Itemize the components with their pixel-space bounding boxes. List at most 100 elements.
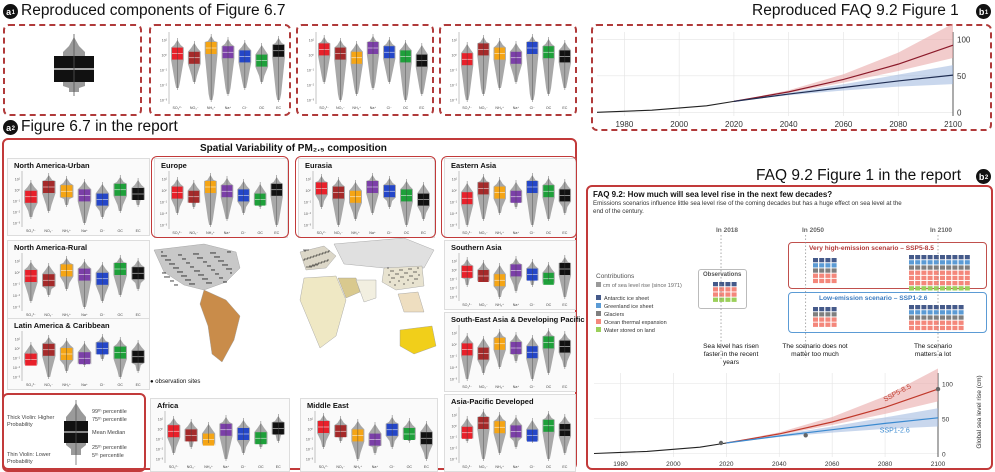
y-tick-label: 10⁻² bbox=[13, 366, 21, 370]
observations-label: Observations bbox=[703, 272, 742, 278]
sea-level-square bbox=[813, 278, 818, 284]
observation-site bbox=[207, 265, 209, 267]
observation-site bbox=[222, 260, 224, 262]
sea-level-square bbox=[825, 263, 831, 268]
sea-level-square bbox=[933, 275, 939, 281]
region-title: Europe bbox=[161, 161, 187, 170]
legend-mean: Mean Median bbox=[92, 430, 126, 436]
x-tick-label: SO₄²⁻ bbox=[462, 231, 472, 235]
sea-level-square bbox=[952, 255, 958, 260]
x-tick-label: SO₄²⁻ bbox=[169, 465, 179, 469]
x-tick-label: OC bbox=[546, 106, 552, 110]
observation-site bbox=[411, 275, 413, 277]
sea-level-square bbox=[915, 270, 921, 275]
sea-level-square bbox=[921, 260, 927, 265]
observation-site bbox=[165, 259, 167, 261]
y-tick-label: 10⁻¹ bbox=[160, 201, 168, 205]
observation-site bbox=[324, 260, 326, 262]
x-tick-label: Cl⁻ bbox=[530, 385, 535, 389]
sea-level-square bbox=[958, 275, 964, 281]
observation-site bbox=[193, 283, 195, 285]
faq-year-2100: In 2100 bbox=[930, 227, 953, 234]
sea-level-square bbox=[964, 260, 970, 265]
observation-site bbox=[226, 268, 228, 270]
sea-level-square bbox=[958, 320, 964, 325]
sea-level-square bbox=[719, 287, 725, 292]
observation-site bbox=[226, 264, 228, 266]
observation-site bbox=[401, 269, 403, 271]
contrib-item: Antarctic ice sheet bbox=[596, 295, 682, 303]
sea-level-square bbox=[831, 317, 837, 322]
region-violin-plot: 10¹ 10⁰ 10⁻¹ 10⁻² 10⁻³ SO₄²⁻ NO₃⁻ NH₄⁺ Na⁺ Cl⁻ OC E… bbox=[450, 253, 572, 307]
x-tick-label: Na⁺ bbox=[372, 465, 379, 469]
y-tick-label: 10¹ bbox=[15, 260, 21, 264]
observation-site bbox=[221, 277, 223, 279]
observation-site bbox=[210, 252, 212, 254]
x-tick-label: OC bbox=[546, 465, 552, 469]
x-tick-label: NO₃⁻ bbox=[479, 303, 488, 307]
observation-site bbox=[229, 251, 231, 253]
x-tick-label: EC bbox=[562, 231, 567, 235]
low-scenario-box: Low-emission scenario – SSP1-2.6 bbox=[788, 292, 987, 333]
region-title: South-East Asia & Developing Pacific bbox=[451, 315, 585, 324]
y-tick-label: 10⁻¹ bbox=[156, 438, 164, 442]
y-tick-label: 10⁰ bbox=[15, 189, 21, 193]
heading-b1: Reproduced FAQ 9.2 Figure 1 bbox=[752, 2, 959, 19]
sea-level-square bbox=[909, 315, 914, 320]
x-tick-label: NH₄⁺ bbox=[495, 385, 504, 389]
ssp126-line bbox=[733, 74, 954, 102]
sea-level-square bbox=[813, 317, 818, 322]
observation-site bbox=[309, 257, 311, 259]
legend-p25: 25ᵗʰ percentile bbox=[92, 445, 127, 451]
observation-site bbox=[230, 272, 232, 274]
x-tick-label: OC bbox=[404, 231, 410, 235]
observation-site bbox=[303, 259, 305, 261]
highlight-eurasia bbox=[295, 156, 436, 238]
sea-level-square bbox=[933, 320, 939, 325]
x-tick-label: SO₄²⁻ bbox=[462, 106, 472, 110]
sea-level-square bbox=[909, 281, 914, 286]
x-tick-label: 2100 bbox=[931, 461, 946, 468]
observation-site bbox=[201, 257, 203, 259]
sea-level-square bbox=[958, 286, 964, 291]
x-tick-label: EC bbox=[419, 106, 424, 110]
sea-level-square bbox=[933, 270, 939, 275]
x-tick-label: SO₄²⁻ bbox=[26, 313, 36, 317]
map-south-east-asia bbox=[397, 291, 425, 313]
region-title: Africa bbox=[157, 401, 179, 410]
observation-site bbox=[218, 256, 220, 258]
observation-site bbox=[183, 275, 185, 277]
year-dot bbox=[803, 433, 808, 438]
sea-level-square bbox=[940, 255, 945, 260]
map-australia bbox=[399, 325, 437, 355]
observation-site bbox=[168, 276, 170, 278]
y-tick-label: 10¹ bbox=[306, 178, 312, 182]
observation-site bbox=[406, 272, 408, 274]
legend-thick: Thick Violin: Higher Probability bbox=[7, 415, 55, 428]
sea-level-square bbox=[958, 281, 964, 286]
y-tick-label: 10⁻² bbox=[450, 84, 458, 88]
sea-level-square bbox=[940, 310, 945, 315]
observation-site bbox=[186, 262, 188, 264]
ssp585-band bbox=[597, 23, 953, 113]
legend-p5: 5ᵗʰ percentile bbox=[92, 453, 124, 459]
observation-site bbox=[197, 253, 199, 255]
sea-level-square bbox=[946, 275, 952, 281]
sea-level-square bbox=[940, 320, 945, 325]
observation-site bbox=[307, 257, 309, 259]
observation-site bbox=[165, 255, 167, 257]
region-panel: Middle East 10¹ 10⁰ 10⁻¹ 10⁻² 10⁻³ SO₄²⁻ NO₃⁻ NH… bbox=[300, 398, 438, 472]
ssp126-band bbox=[726, 408, 938, 443]
note-2100: The scenario matters a lot bbox=[913, 343, 953, 358]
x-tick-label: NH₄⁺ bbox=[62, 383, 71, 387]
region-violin-plot: 10¹ 10⁰ 10⁻¹ 10⁻² 10⁻³ SO₄²⁻ NO₃⁻ NH₄⁺ Na⁺ Cl⁻ OC E… bbox=[450, 171, 572, 235]
sea-level-square bbox=[731, 297, 737, 302]
observation-site bbox=[198, 270, 200, 272]
x-tick-label: SO₄²⁻ bbox=[26, 383, 36, 387]
heading-b2: FAQ 9.2 Figure 1 in the report bbox=[756, 167, 962, 184]
x-tick-label: OC bbox=[259, 106, 265, 110]
observation-site bbox=[173, 263, 175, 265]
observation-site bbox=[174, 284, 176, 286]
y-tick-label: 10⁰ bbox=[452, 189, 458, 193]
contrib-unit: cm of sea level rise (since 1971) bbox=[596, 282, 682, 289]
